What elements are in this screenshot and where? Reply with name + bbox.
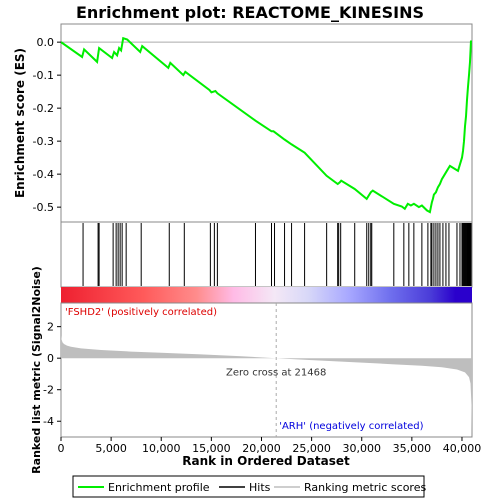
x-tick-label: 35,000 xyxy=(393,442,432,455)
ranking-color-bar xyxy=(61,287,472,303)
legend-label-hits: Hits xyxy=(249,481,271,494)
es-y-axis: 0.0 -0.1 -0.2 -0.3 -0.4 -0.5 xyxy=(33,36,61,214)
x-tick-label: 30,000 xyxy=(342,442,381,455)
enrichment-profile-line xyxy=(61,36,472,214)
x-tick-label: 20,000 xyxy=(242,442,281,455)
es-y-tick-label: -0.2 xyxy=(33,102,54,115)
legend-box xyxy=(72,475,425,498)
negative-correlation-label: 'ARH' (negatively correlated) xyxy=(279,421,423,432)
chart-title: Enrichment plot: REACTOME_KINESINS xyxy=(76,3,424,22)
zero-cross-label: Zero cross at 21468 xyxy=(226,368,326,379)
x-tick-label: 5,000 xyxy=(95,442,127,455)
es-y-axis-label: Enrichment score (ES) xyxy=(13,48,27,198)
hit-marks xyxy=(82,223,472,286)
es-y-tick-label: -0.1 xyxy=(33,69,54,82)
x-axis: 0 5,000 10,000 15,000 20,000 25,000 30,000 35,0… xyxy=(58,437,482,455)
legend: Enrichment profile Hits Ranking metric s… xyxy=(72,475,426,498)
x-tick-label: 10,000 xyxy=(142,442,181,455)
metric-panel: 2 0 -2 -4 Zero cross at 21468 'FSHD2' (posi… xyxy=(30,266,473,474)
metric-y-tick-label: -2 xyxy=(43,384,54,397)
es-panel: 0.0 -0.1 -0.2 -0.3 -0.4 -0.5 Enrichment score… xyxy=(13,23,473,223)
positive-correlation-label: 'FSHD2' (positively correlated) xyxy=(65,307,217,318)
metric-y-tick-label: 0 xyxy=(47,352,54,365)
legend-label-enrichment-profile: Enrichment profile xyxy=(108,481,210,494)
legend-label-ranking-metric: Ranking metric scores xyxy=(304,481,426,494)
es-y-tick-label: -0.5 xyxy=(33,201,54,214)
x-tick-label: 25,000 xyxy=(292,442,331,455)
es-y-tick-label: 0.0 xyxy=(37,36,55,49)
es-y-tick-label: -0.4 xyxy=(33,168,54,181)
metric-y-tick-label: -4 xyxy=(43,415,54,428)
x-tick-label: 15,000 xyxy=(192,442,231,455)
es-y-tick-label: -0.3 xyxy=(33,135,54,148)
hits-panel-frame xyxy=(60,221,473,288)
metric-y-axis-label: Ranked list metric (Signal2Noise) xyxy=(30,266,43,474)
metric-y-tick-label: 2 xyxy=(47,321,54,334)
metric-y-axis: 2 0 -2 -4 xyxy=(43,321,61,428)
hits-panel xyxy=(60,221,473,288)
x-axis-label: Rank in Ordered Dataset xyxy=(182,454,350,468)
ranking-metric-area xyxy=(61,335,472,434)
es-panel-frame xyxy=(60,23,473,223)
x-tick-label: 40,000 xyxy=(443,442,482,455)
x-tick-label: 0 xyxy=(58,442,65,455)
metric-panel-frame xyxy=(60,302,473,438)
